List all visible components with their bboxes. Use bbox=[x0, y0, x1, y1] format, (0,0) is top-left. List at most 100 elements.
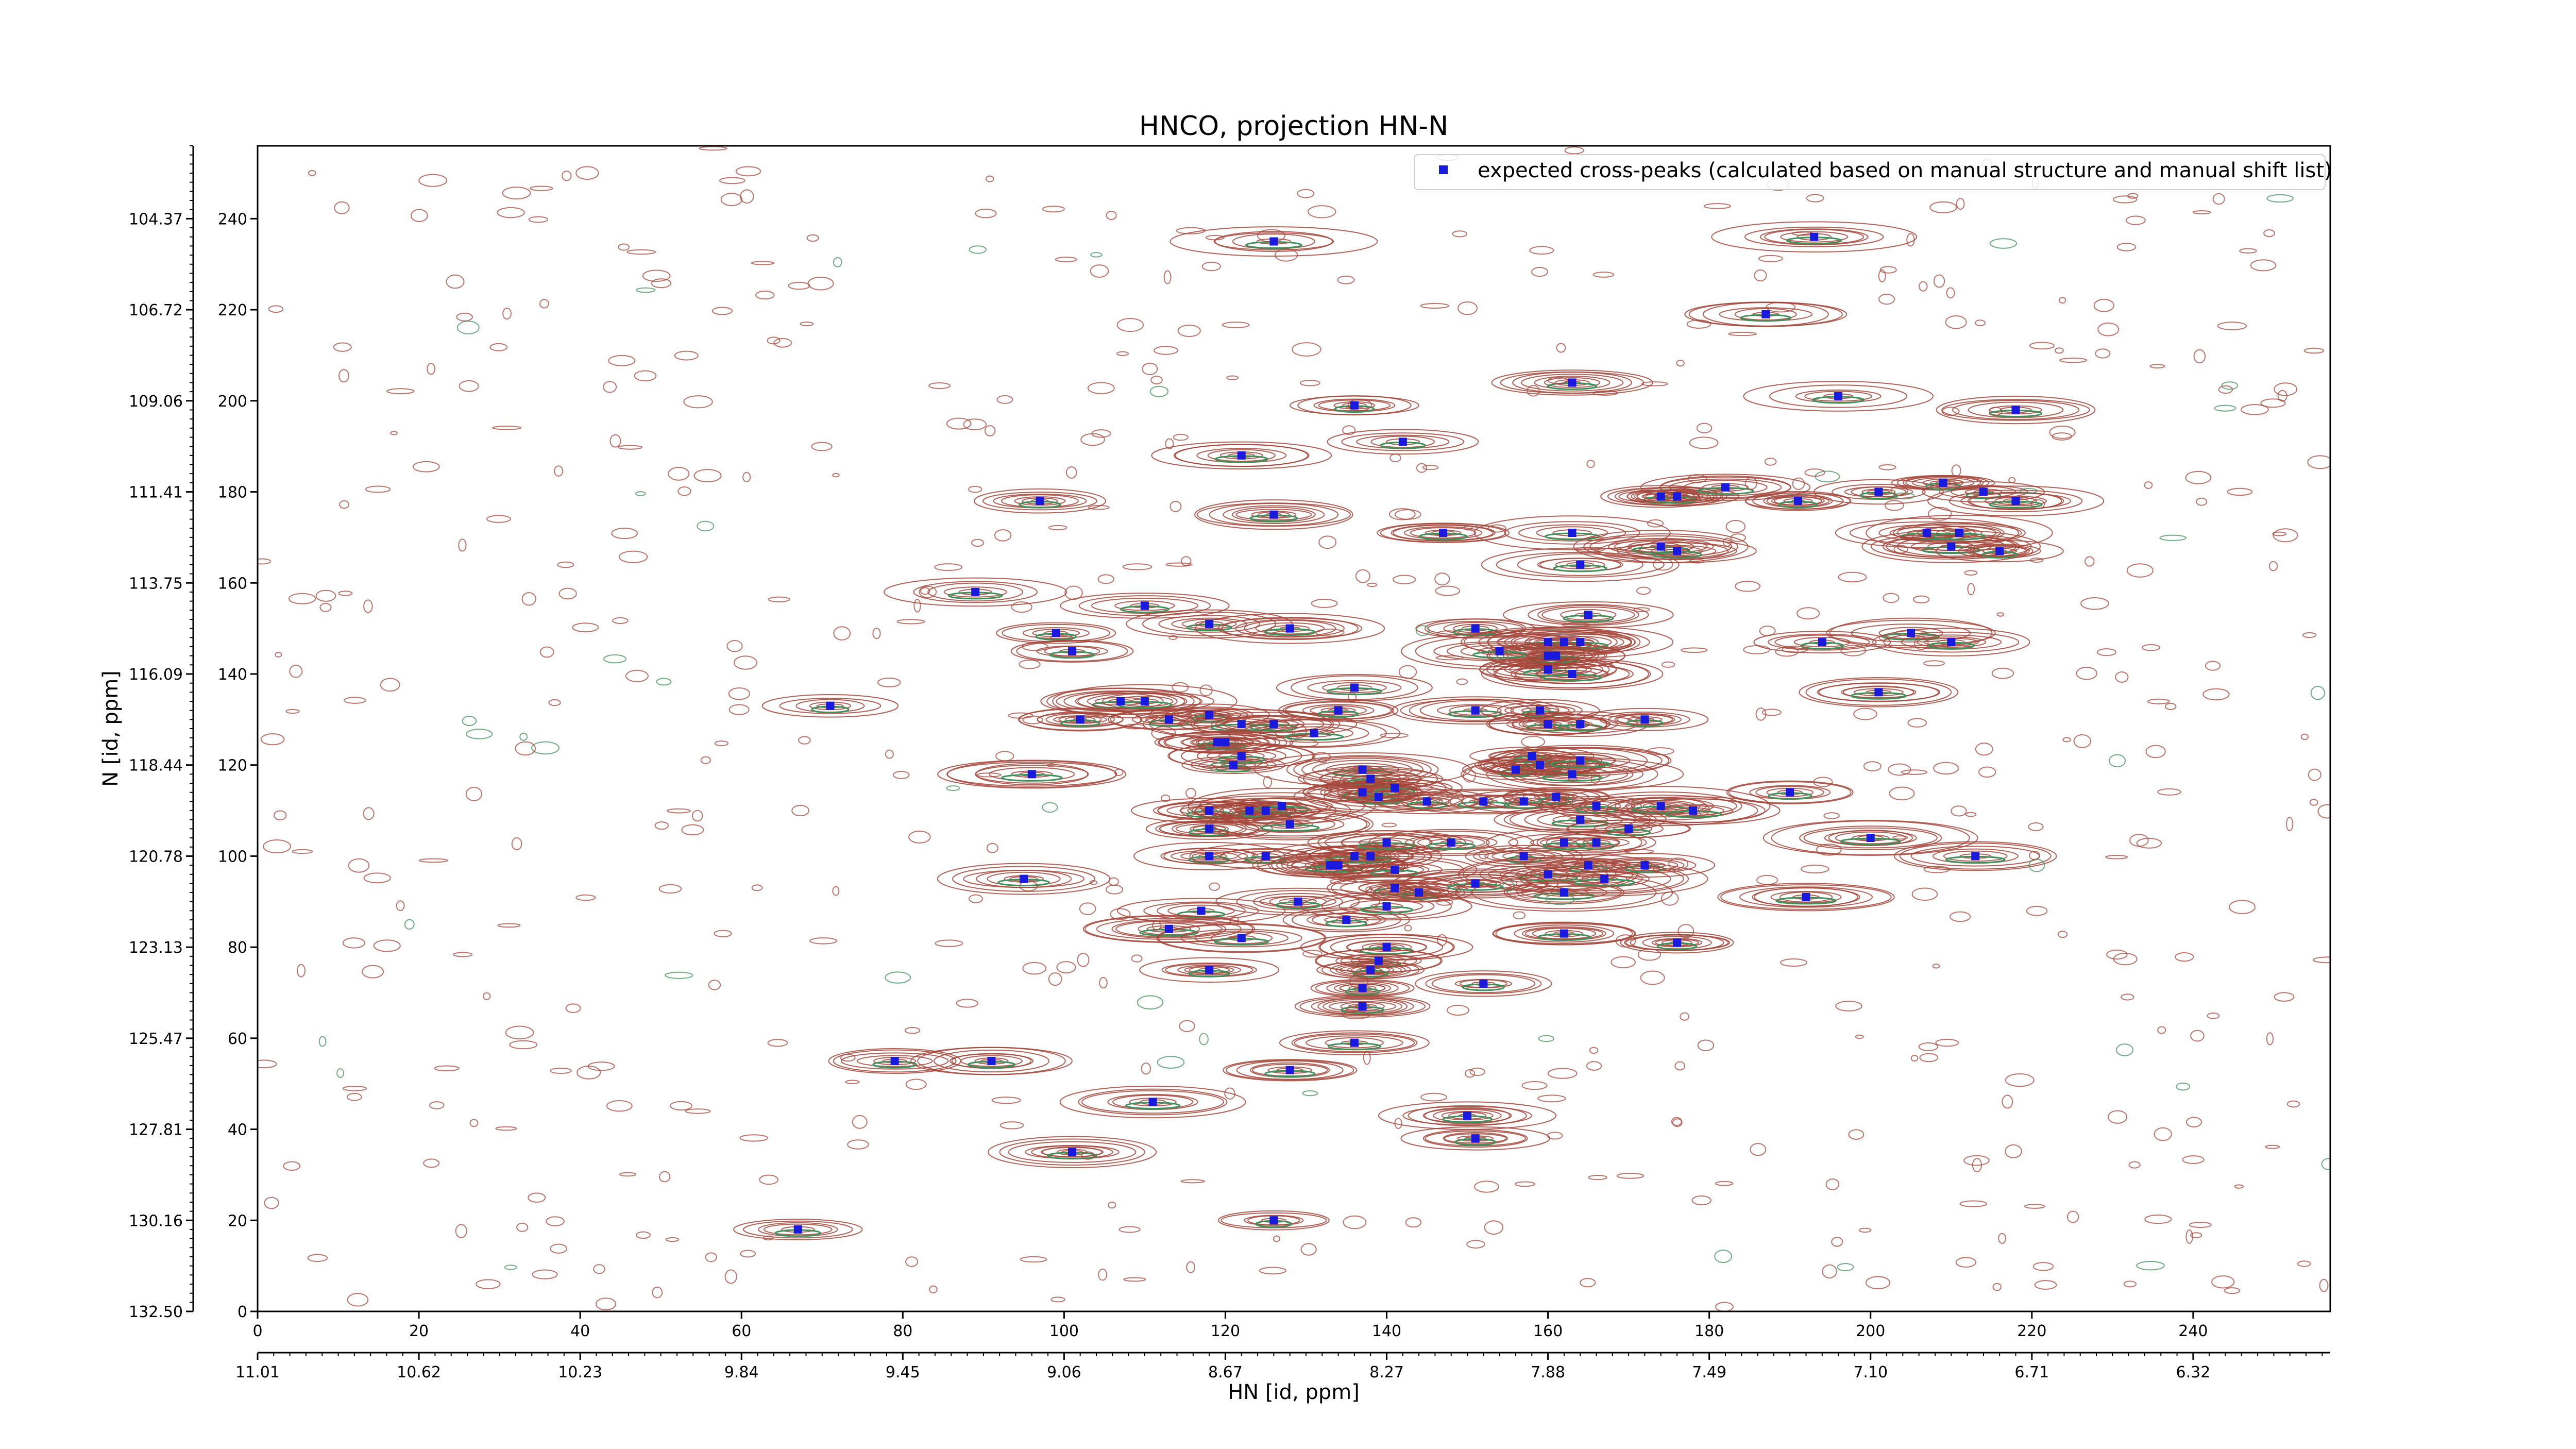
noise-contour bbox=[2176, 1082, 2191, 1091]
noise-contour bbox=[1259, 1267, 1286, 1275]
contour-ring bbox=[1171, 850, 1248, 862]
noise-contour bbox=[509, 1040, 538, 1050]
noise-contour bbox=[423, 1158, 440, 1168]
noise-contour bbox=[1750, 1143, 1767, 1156]
noise-contour bbox=[1437, 934, 1447, 946]
contour-ring bbox=[1637, 545, 1717, 558]
contour-ring bbox=[1922, 481, 2045, 503]
y-ppm-axis: 132.50 130.16 127.81 125.47 123.13 120.78 118.… bbox=[129, 145, 194, 1321]
noise-contour bbox=[1478, 849, 1489, 860]
contour-ring bbox=[1500, 861, 1708, 897]
legend-box bbox=[1414, 154, 2326, 190]
contour-ring bbox=[1327, 774, 1463, 801]
cross-peak-marker bbox=[1471, 624, 1480, 633]
contour-ring bbox=[1424, 618, 1527, 638]
noise-contour bbox=[811, 442, 833, 451]
x-ppm-axis: 11.01 10.62 10.23 9.84 9.45 9.06 8.67 8.27 7.88 7… bbox=[235, 1352, 2330, 1381]
noise-contour bbox=[1893, 492, 1915, 500]
noise-contour bbox=[1464, 525, 1473, 531]
noise-contour bbox=[2212, 193, 2225, 205]
noise-contour bbox=[711, 307, 733, 315]
plot-frame bbox=[257, 145, 2331, 1312]
cross-peak-marker bbox=[1221, 738, 1230, 747]
cross-peak-marker bbox=[1205, 824, 1214, 833]
noise-contour bbox=[1878, 269, 1886, 283]
noise-contour bbox=[1456, 678, 1468, 685]
noise-contour bbox=[348, 858, 370, 873]
contour-ring bbox=[1078, 1088, 1228, 1116]
noise-contour bbox=[2095, 348, 2111, 359]
noise-contour bbox=[1149, 385, 1169, 397]
contour-ring bbox=[1826, 619, 1996, 647]
noise-contour bbox=[2272, 531, 2287, 536]
noise-contour bbox=[1547, 1132, 1563, 1140]
noise-contour bbox=[654, 821, 669, 830]
noise-contour bbox=[1302, 1090, 1318, 1097]
noise-contour bbox=[908, 830, 931, 844]
noise-contour bbox=[1087, 382, 1115, 394]
contour-ring bbox=[1493, 923, 1636, 944]
contour-ring bbox=[1279, 1030, 1430, 1056]
cross-peak-marker bbox=[1471, 706, 1480, 715]
contour-ring bbox=[982, 492, 1097, 511]
cross-peak-marker bbox=[1205, 852, 1214, 861]
noise-contour bbox=[347, 1293, 369, 1307]
contour-ring bbox=[1770, 890, 1842, 904]
noise-contour bbox=[1671, 1117, 1682, 1126]
noise-contour bbox=[1680, 1012, 1690, 1021]
cross-peak-marker bbox=[1568, 770, 1577, 779]
noise-contour bbox=[1723, 537, 1732, 547]
noise-contour bbox=[2002, 1094, 2013, 1109]
noise-contour bbox=[806, 234, 819, 242]
noise-contour bbox=[1865, 1276, 1891, 1290]
cross-peak-marker bbox=[793, 1225, 802, 1234]
cross-peak-marker bbox=[1294, 897, 1302, 906]
y-ppm-tick-label: 106.72 bbox=[129, 301, 183, 319]
noise-contour bbox=[565, 1003, 581, 1013]
noise-contour bbox=[2241, 404, 2269, 415]
noise-contour bbox=[1683, 492, 1708, 501]
cross-peak-marker bbox=[1398, 437, 1407, 446]
noise-contour bbox=[1687, 474, 1707, 483]
contour-ring bbox=[1417, 836, 1485, 849]
noise-contour bbox=[1186, 1261, 1195, 1273]
contour-ring bbox=[1111, 919, 1227, 939]
x-index-tick-label: 240 bbox=[2178, 1322, 2208, 1340]
contour-ring bbox=[1195, 613, 1385, 644]
noise-contour bbox=[1715, 1181, 1734, 1186]
noise-contour bbox=[2125, 215, 2146, 225]
noise-contour bbox=[373, 939, 401, 952]
noise-contour bbox=[976, 772, 1002, 778]
noise-contour bbox=[2066, 1210, 2079, 1223]
noise-contour bbox=[2154, 1127, 2172, 1141]
noise-contour bbox=[1090, 252, 1103, 258]
noise-contour bbox=[315, 589, 336, 602]
contour-ring bbox=[1084, 915, 1253, 942]
cross-peak-marker bbox=[1164, 924, 1173, 933]
noise-contour bbox=[845, 1080, 860, 1084]
noise-contour bbox=[446, 274, 465, 289]
contour-ring bbox=[1513, 748, 1648, 773]
noise-contour bbox=[1363, 1050, 1371, 1065]
noise-contour bbox=[1168, 635, 1178, 640]
contour-ring bbox=[1492, 921, 1636, 946]
cross-peak-marker bbox=[1076, 715, 1084, 724]
contour-ring bbox=[1218, 751, 1265, 761]
noise-contour bbox=[877, 677, 901, 687]
contour-ring bbox=[1016, 641, 1128, 662]
cross-peak-marker bbox=[1673, 938, 1682, 947]
noise-contour bbox=[1405, 1217, 1422, 1228]
noise-contour bbox=[1176, 227, 1206, 234]
noise-contour bbox=[636, 1231, 651, 1239]
noise-contour bbox=[809, 937, 838, 945]
contour-ring bbox=[1835, 517, 2019, 548]
noise-contour bbox=[528, 216, 549, 223]
noise-contour bbox=[504, 1265, 517, 1270]
contour-ring bbox=[1625, 542, 1729, 560]
noise-contour bbox=[1951, 805, 1967, 817]
contour-ring bbox=[1803, 827, 1938, 849]
noise-contour bbox=[1616, 1172, 1645, 1179]
noise-contour bbox=[968, 894, 983, 903]
noise-contour bbox=[1393, 575, 1416, 584]
